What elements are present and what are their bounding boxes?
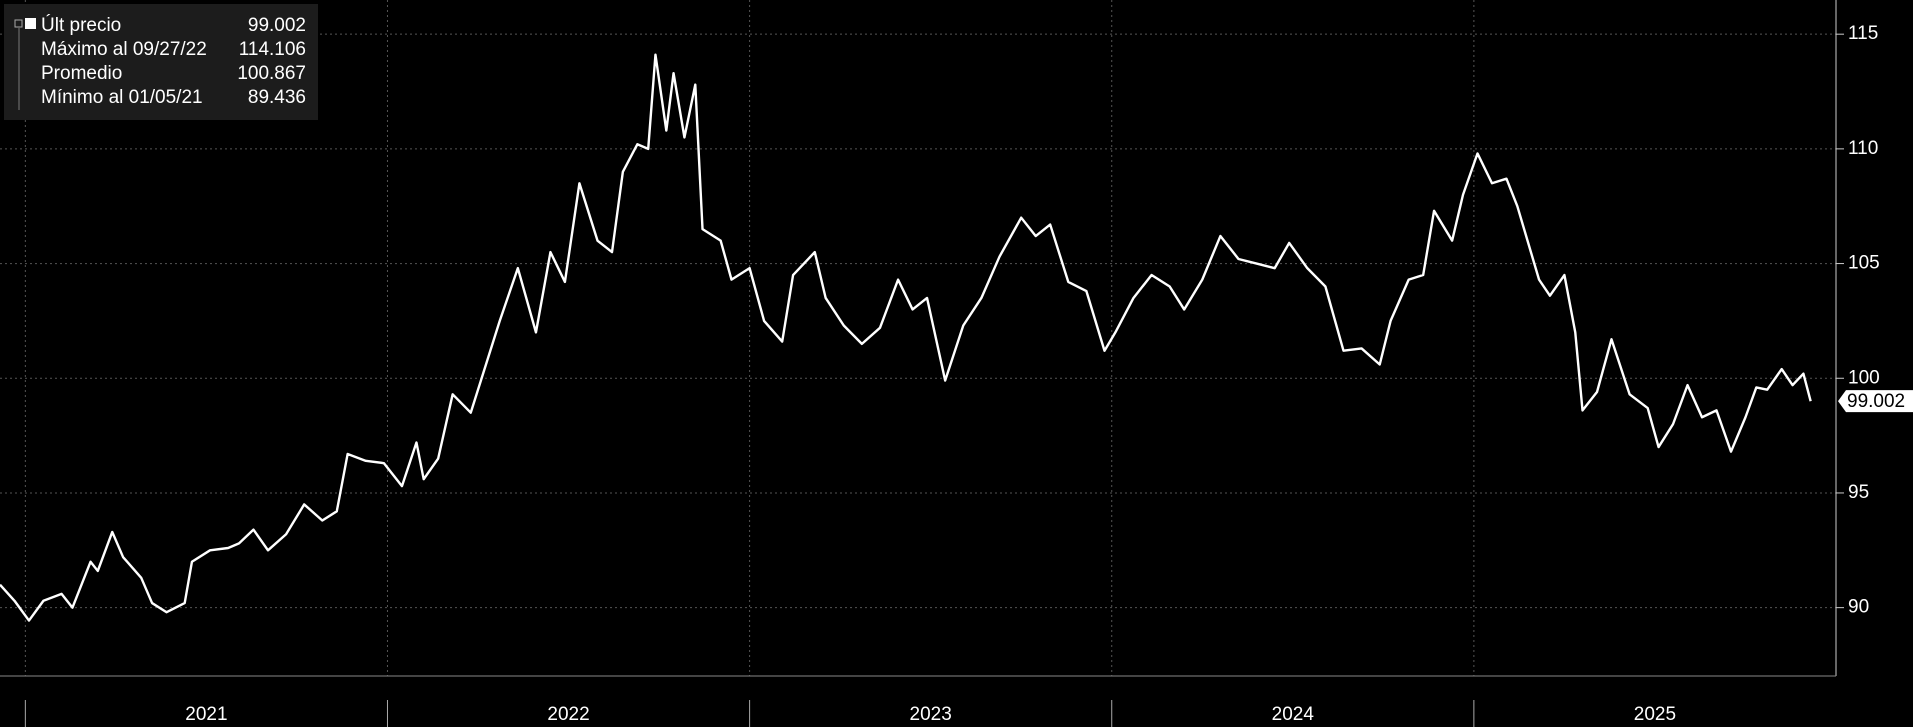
y-tick-label: 105 [1848, 253, 1880, 274]
legend: Últ precio 99.002 Máximo al 09/27/22 114… [4, 4, 318, 120]
x-tick-label: 2025 [1634, 704, 1676, 725]
price-line [0, 53, 1812, 622]
legend-value: 114.106 [239, 39, 306, 60]
legend-label: Mínimo al 01/05/21 [41, 87, 203, 108]
legend-value: 89.436 [248, 87, 306, 108]
legend-label: Máximo al 09/27/22 [41, 39, 207, 60]
legend-icon [25, 18, 36, 29]
legend-value: 99.002 [248, 15, 306, 36]
plot [0, 53, 1812, 622]
legend-value: 100.867 [237, 63, 306, 84]
y-tick-label: 110 [1848, 138, 1878, 159]
x-tick-label: 2023 [910, 704, 952, 725]
last-value-tag [1838, 390, 1913, 413]
x-tick-label: 2022 [547, 704, 589, 725]
y-tick-label: 90 [1848, 597, 1869, 618]
legend-box [4, 4, 318, 120]
x-tick-label: 2024 [1272, 704, 1315, 725]
x-tick-label: 2021 [185, 704, 227, 725]
legend-icon [14, 19, 23, 28]
legend-label: Últ precio [41, 14, 121, 36]
y-tick-label: 95 [1848, 482, 1869, 503]
last-value-label: 99.002 [1847, 391, 1905, 412]
legend-label: Promedio [41, 63, 122, 84]
y-tick-label: 115 [1848, 23, 1878, 44]
y-tick-label: 100 [1848, 367, 1880, 388]
